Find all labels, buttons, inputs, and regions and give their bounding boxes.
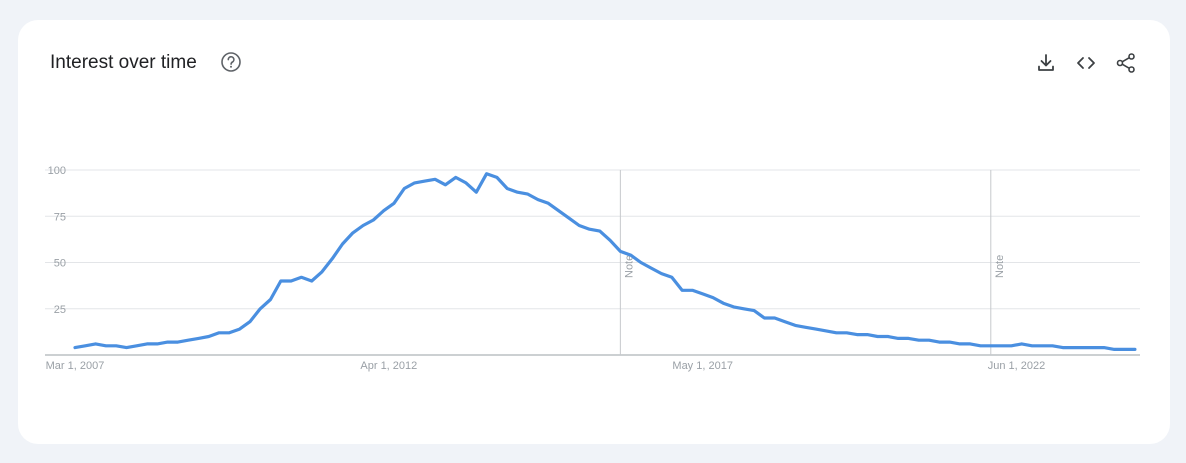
y-tick-label-75: 75 bbox=[54, 211, 66, 223]
x-tick-label: Mar 1, 2007 bbox=[46, 360, 105, 372]
card-title: Interest over time bbox=[50, 52, 197, 73]
x-tick-label: Jun 1, 2022 bbox=[988, 360, 1046, 372]
y-tick-label-25: 25 bbox=[54, 304, 66, 316]
interest-over-time-card: Interest over time bbox=[18, 20, 1170, 444]
share-icon[interactable] bbox=[1115, 52, 1137, 74]
embed-icon[interactable] bbox=[1075, 52, 1097, 74]
help-circle-icon[interactable] bbox=[220, 51, 242, 73]
y-tick-label-100: 100 bbox=[48, 165, 66, 177]
x-tick-label: Apr 1, 2012 bbox=[360, 360, 417, 372]
note-marker-label: Note bbox=[623, 255, 635, 278]
y-tick-label-50: 50 bbox=[54, 258, 66, 270]
series-line bbox=[73, 172, 1137, 351]
x-tick-label: May 1, 2017 bbox=[672, 360, 733, 372]
note-marker-label: Note bbox=[994, 255, 1006, 278]
download-icon[interactable] bbox=[1035, 52, 1057, 74]
